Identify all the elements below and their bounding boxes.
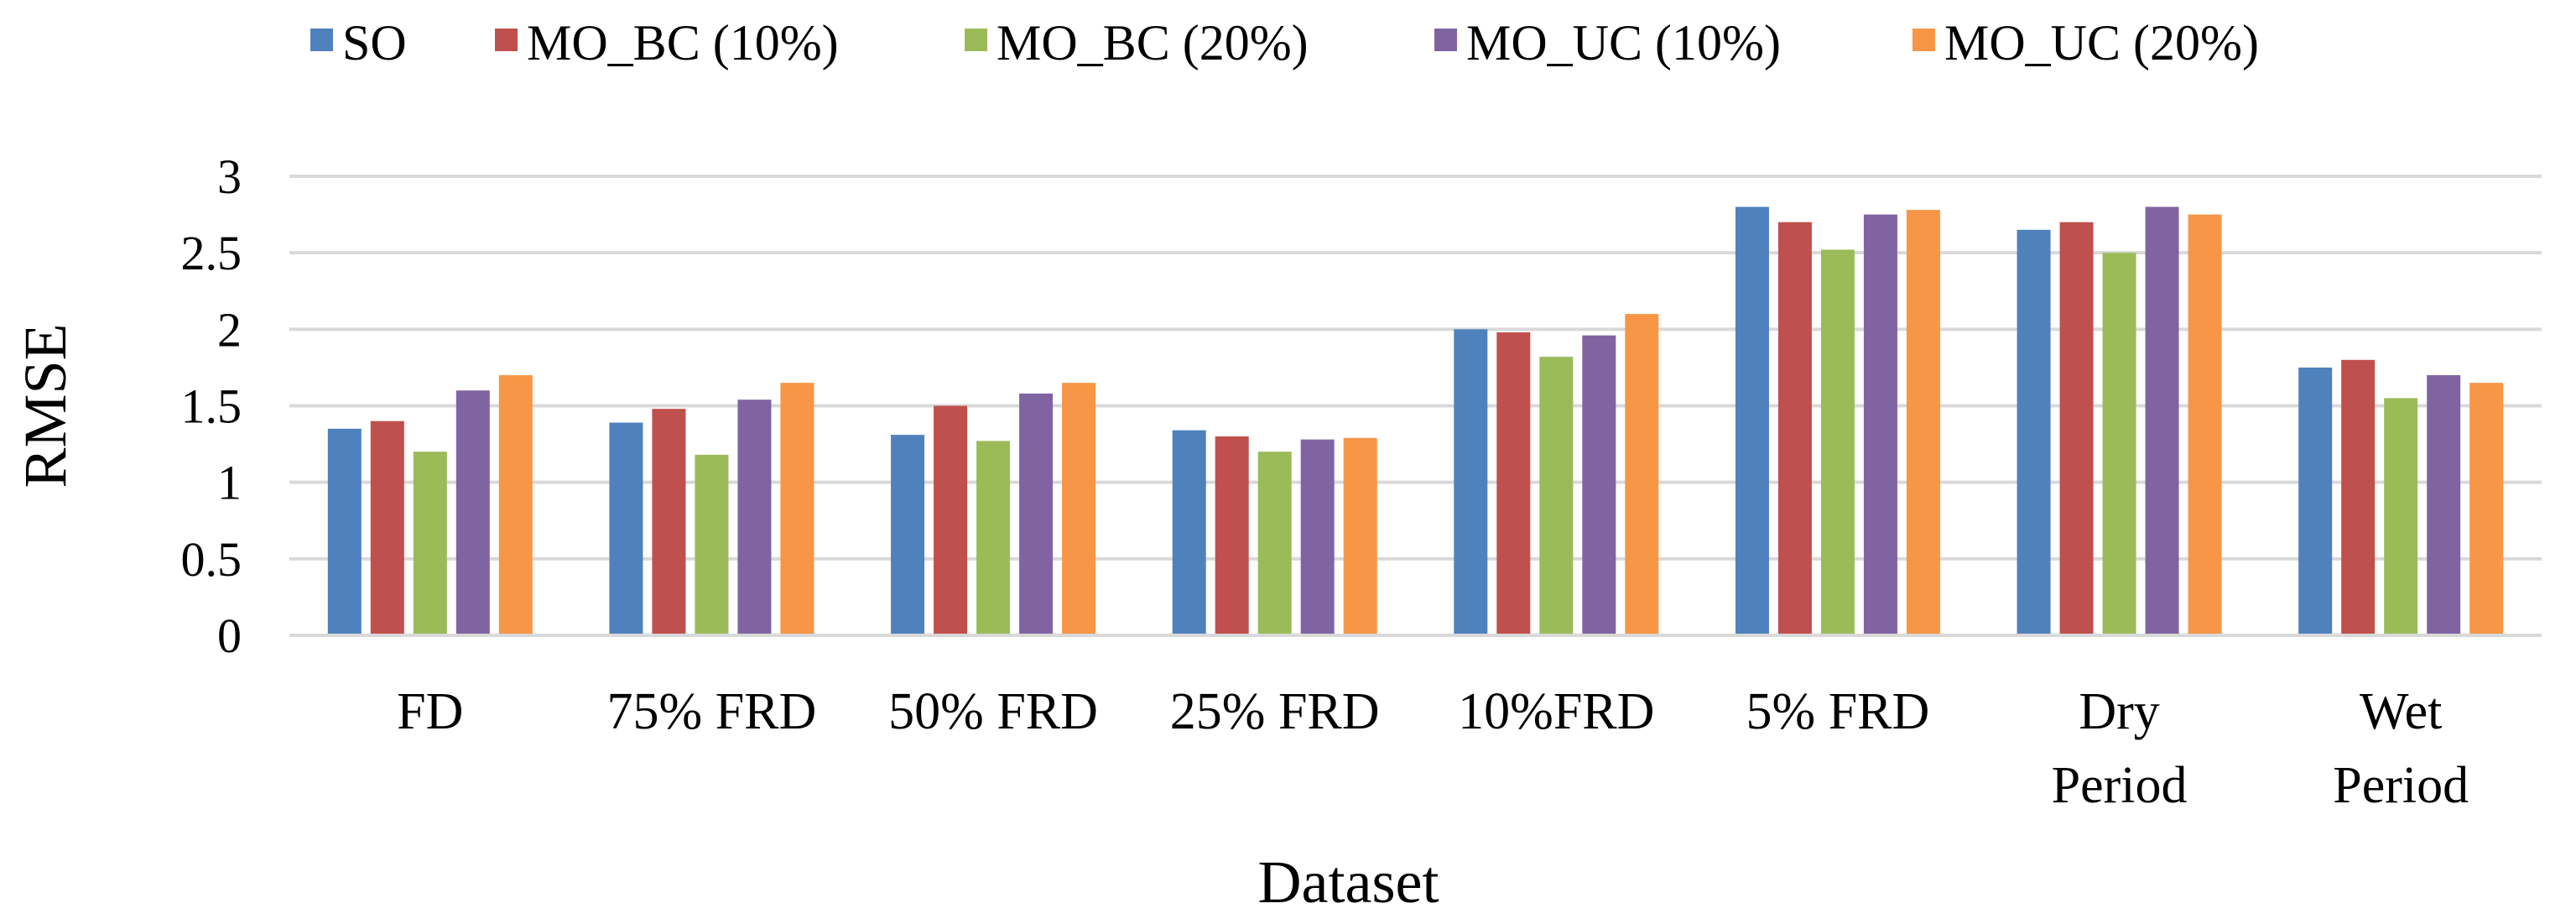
y-tick-label: 2.5 — [181, 226, 242, 280]
bar — [2017, 229, 2051, 635]
x-category-label: Wet — [2360, 683, 2442, 740]
bar — [2384, 398, 2418, 635]
y-tick-label: 2 — [217, 302, 242, 357]
bar — [498, 375, 533, 635]
legend-label: MO_UC (20%) — [1944, 15, 2259, 70]
bar — [737, 399, 772, 635]
bar — [2102, 253, 2136, 635]
y-tick-label: 0.5 — [181, 532, 242, 587]
bar — [1343, 437, 1377, 635]
legend-swatch — [1434, 29, 1457, 51]
legend-swatch — [1912, 29, 1935, 51]
bar — [1454, 329, 1488, 635]
x-category-label: Period — [2333, 757, 2469, 814]
bars — [327, 206, 2504, 636]
bar — [1062, 383, 1096, 635]
bar — [1735, 206, 1769, 635]
bar — [1582, 335, 1616, 635]
y-tick-label: 0 — [217, 608, 242, 663]
bar — [2469, 383, 2504, 635]
y-axis-ticks: 0 0.5 1 1.5 2 2.5 3 — [181, 149, 242, 663]
bar — [1172, 430, 1206, 635]
bar — [1863, 214, 1897, 636]
bar — [976, 441, 1011, 635]
bar — [1777, 222, 1812, 635]
bar — [780, 383, 814, 635]
legend-swatch — [965, 29, 987, 51]
bar — [1496, 332, 1531, 635]
x-axis-category-labels: FD 75% FRD 50% FRD 25% FRD 10%FRD 5% FRD Dry Pe… — [397, 683, 2469, 814]
bar — [1906, 210, 1940, 635]
bar — [652, 409, 686, 635]
x-category-label: 25% FRD — [1170, 683, 1380, 740]
bar — [1215, 436, 1249, 635]
bar — [934, 405, 968, 635]
bar — [455, 390, 490, 635]
bar — [2341, 359, 2376, 635]
x-category-label: 10%FRD — [1458, 683, 1654, 740]
bar — [2188, 214, 2222, 636]
legend: SO MO_BC (10%) MO_BC (20%) MO_UC (10%) MO_UC… — [310, 15, 2259, 70]
bar — [1539, 357, 1574, 635]
y-tick-label: 1.5 — [181, 379, 242, 434]
legend-label: MO_BC (10%) — [527, 15, 839, 70]
bar — [327, 428, 362, 635]
y-tick-label: 3 — [217, 149, 242, 204]
x-axis-title: Dataset — [1258, 849, 1439, 916]
legend-label: SO — [342, 15, 407, 70]
bar — [891, 435, 925, 635]
y-tick-label: 1 — [217, 456, 242, 510]
x-category-label: Dry — [2079, 683, 2159, 740]
legend-label: MO_BC (20%) — [997, 15, 1309, 70]
bar — [2059, 222, 2094, 635]
bar — [2298, 367, 2333, 635]
y-axis-title: RMSE — [12, 323, 79, 488]
bar — [413, 452, 447, 635]
legend-swatch — [495, 29, 518, 51]
bar — [1625, 314, 1659, 635]
x-category-label: 50% FRD — [888, 683, 1098, 740]
bar — [1019, 393, 1054, 635]
legend-label: MO_UC (10%) — [1466, 15, 1781, 70]
x-category-label: 75% FRD — [607, 683, 817, 740]
x-category-label: Period — [2052, 757, 2188, 814]
bar — [1300, 439, 1335, 635]
x-category-label: FD — [397, 683, 463, 740]
bar — [1257, 452, 1292, 635]
bar — [609, 422, 643, 635]
bar — [2145, 206, 2179, 635]
bar — [695, 454, 729, 635]
x-category-label: 5% FRD — [1746, 683, 1930, 740]
bar — [1820, 249, 1855, 635]
legend-swatch — [310, 29, 333, 51]
bar — [2427, 375, 2461, 635]
bar — [370, 420, 404, 635]
